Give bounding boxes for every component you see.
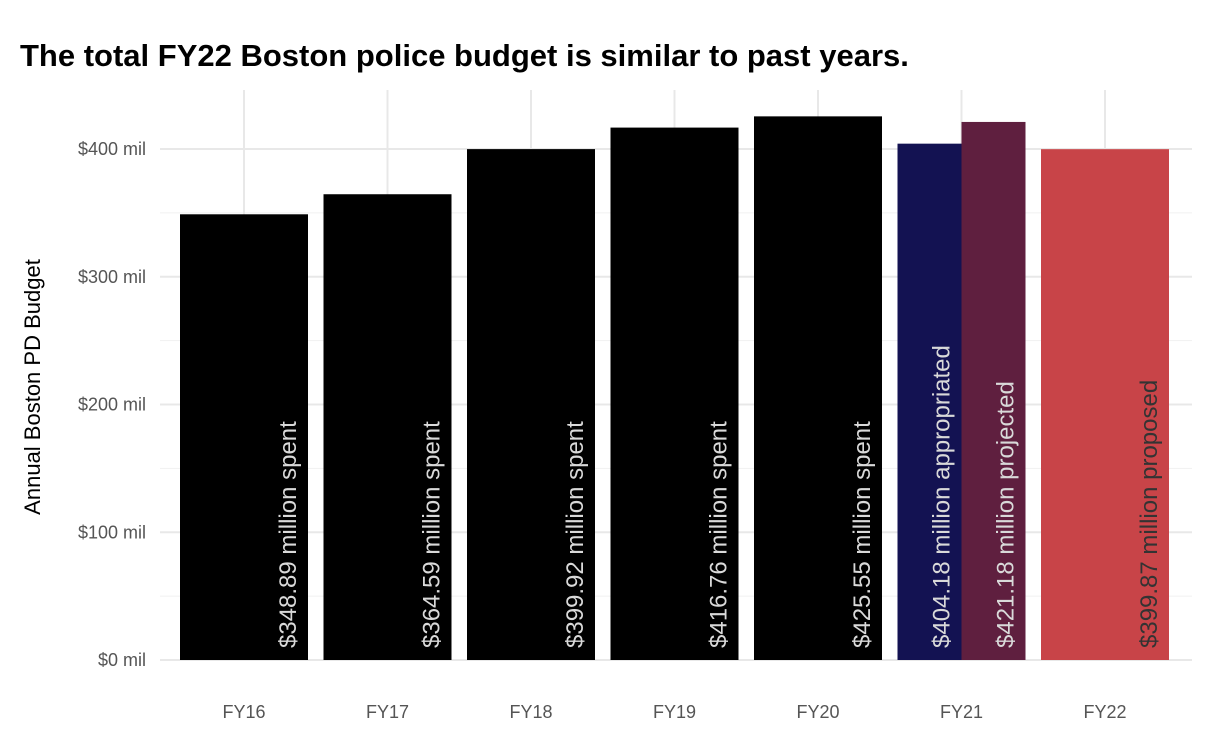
- bar-fy17: [323, 194, 452, 661]
- y-tick-label: $400 mil: [78, 139, 146, 159]
- x-tick-label: FY18: [509, 702, 552, 722]
- bar-fy20: [754, 116, 882, 661]
- bar-value-label: $425.55 million spent: [849, 421, 876, 648]
- x-tick-label: FY16: [222, 702, 265, 722]
- bars: [180, 116, 1169, 661]
- y-tick-label: $200 mil: [78, 395, 146, 415]
- bar-value-label: $416.76 million spent: [706, 421, 733, 648]
- bar-value-label: $364.59 million spent: [419, 421, 446, 648]
- bar-fy21-right: [961, 121, 1026, 660]
- bar-fy18: [467, 149, 595, 660]
- y-tick-label: $100 mil: [78, 522, 146, 542]
- x-tick-label: FY21: [940, 702, 983, 722]
- bar-labels: $348.89 million spent $364.59 million spe…: [275, 345, 1163, 648]
- x-tick-label: FY17: [366, 702, 409, 722]
- bar-fy22: [1041, 149, 1169, 660]
- x-tick-label: FY19: [653, 702, 696, 722]
- y-tick-label: $0 mil: [98, 650, 146, 670]
- bar-fy21-left: [897, 143, 962, 661]
- bar-fy16: [180, 214, 308, 660]
- bar-value-label: $399.92 million spent: [562, 421, 589, 648]
- x-tick-label: FY20: [796, 702, 839, 722]
- bar-value-label: $348.89 million spent: [275, 421, 302, 648]
- chart-title: The total FY22 Boston police budget is s…: [20, 38, 909, 73]
- bar-value-label: $399.87 million proposed: [1136, 380, 1163, 648]
- bar-value-label: $404.18 million appropriated: [929, 345, 956, 648]
- y-tick-label: $300 mil: [78, 267, 146, 287]
- y-axis-label: Annual Boston PD Budget: [20, 259, 45, 515]
- axes: $0 mil $100 mil $200 mil $300 mil $400 mil FY…: [20, 139, 1127, 722]
- bar-fy19: [610, 127, 739, 660]
- bar-value-label: $421.18 million projected: [993, 381, 1020, 648]
- x-tick-label: FY22: [1083, 702, 1126, 722]
